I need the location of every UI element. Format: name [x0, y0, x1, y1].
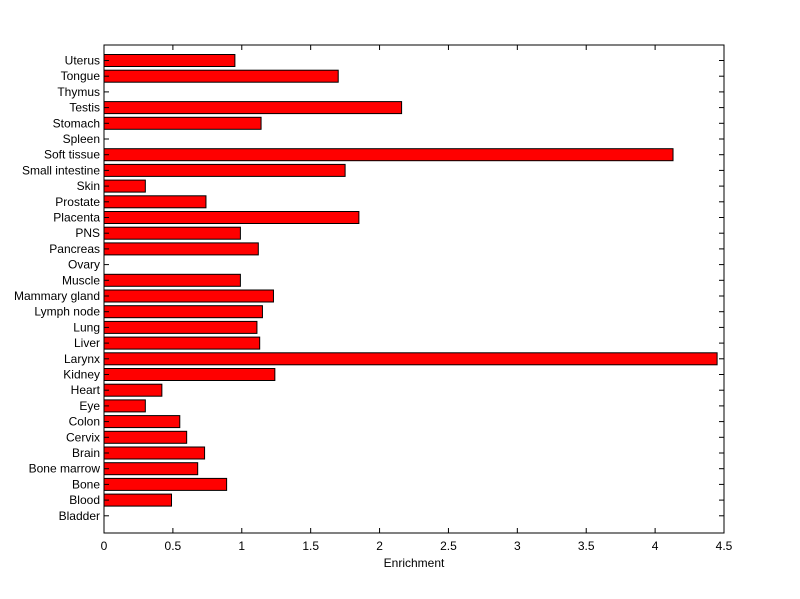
category-label: Heart — [71, 383, 101, 397]
bar-bone-marrow — [103, 462, 199, 476]
x-tick-label: 4.5 — [716, 539, 733, 553]
category-label: Small intestine — [22, 163, 100, 177]
bar-pns — [103, 226, 241, 240]
x-tick-label: 1.5 — [302, 539, 319, 553]
category-label: Bladder — [59, 509, 100, 523]
x-tick-label: 2.5 — [440, 539, 457, 553]
bar-testis — [103, 101, 403, 115]
bar-colon — [103, 415, 181, 429]
category-label: Liver — [74, 336, 100, 350]
bar-soft-tissue — [103, 148, 674, 162]
category-label: PNS — [75, 226, 100, 240]
bar-placenta — [103, 211, 360, 224]
x-tick-label: 2 — [376, 539, 383, 553]
category-label: Cervix — [66, 430, 100, 444]
bar-tongue — [103, 69, 339, 83]
bar-eye — [103, 399, 146, 413]
bar-mammary-gland — [103, 289, 274, 303]
bar-lymph-node — [103, 305, 263, 319]
x-tick-label: 1 — [238, 539, 245, 553]
category-label: Colon — [69, 415, 100, 429]
bar-cervix — [103, 430, 188, 444]
category-label: Pancreas — [49, 242, 100, 256]
x-tick-label: 0 — [101, 539, 108, 553]
category-label: Prostate — [55, 195, 100, 209]
bar-bone — [103, 477, 228, 491]
category-label: Skin — [77, 179, 100, 193]
category-label: Ovary — [68, 258, 100, 272]
bar-blood — [103, 493, 173, 507]
bar-uterus — [103, 54, 236, 67]
category-label: Bone — [72, 477, 100, 491]
bar-skin — [103, 179, 146, 193]
x-tick-label: 3.5 — [578, 539, 595, 553]
x-tick-label: 3 — [514, 539, 521, 553]
bar-small-intestine — [103, 163, 346, 177]
category-label: Bone marrow — [29, 462, 101, 476]
category-label: Eye — [79, 399, 100, 413]
bar-muscle — [103, 273, 241, 287]
category-label: Testis — [69, 101, 100, 115]
category-label: Mammary gland — [14, 289, 100, 303]
category-label: Lung — [73, 320, 100, 334]
category-label: Placenta — [53, 211, 100, 225]
bar-larynx — [103, 352, 718, 366]
bar-heart — [103, 383, 163, 397]
bar-kidney — [103, 368, 276, 381]
bar-prostate — [103, 195, 207, 209]
category-label: Blood — [69, 493, 100, 507]
bar-stomach — [103, 116, 262, 130]
bar-liver — [103, 336, 261, 350]
bar-lung — [103, 320, 258, 334]
bar-brain — [103, 446, 206, 460]
category-label: Spleen — [63, 132, 100, 146]
category-label: Larynx — [64, 352, 100, 366]
bar-pancreas — [103, 242, 259, 256]
category-label: Brain — [72, 446, 100, 460]
plot-frame — [103, 44, 725, 534]
x-tick-label: 0.5 — [165, 539, 182, 553]
category-label: Stomach — [53, 116, 100, 130]
category-label: Tongue — [61, 69, 101, 83]
x-tick-label: 4 — [652, 539, 659, 553]
category-label: Lymph node — [34, 305, 100, 319]
category-label: Uterus — [65, 54, 100, 68]
x-tick-labels: 0 0.5 1 1.5 2 2.5 3 3.5 4 4.5 — [101, 539, 733, 553]
category-label: Kidney — [63, 368, 100, 382]
category-label: Thymus — [57, 85, 100, 99]
axis-ticks — [103, 45, 725, 533]
x-axis-label: Enrichment — [384, 556, 445, 570]
category-label: Muscle — [62, 273, 100, 287]
category-label: Soft tissue — [44, 148, 100, 162]
